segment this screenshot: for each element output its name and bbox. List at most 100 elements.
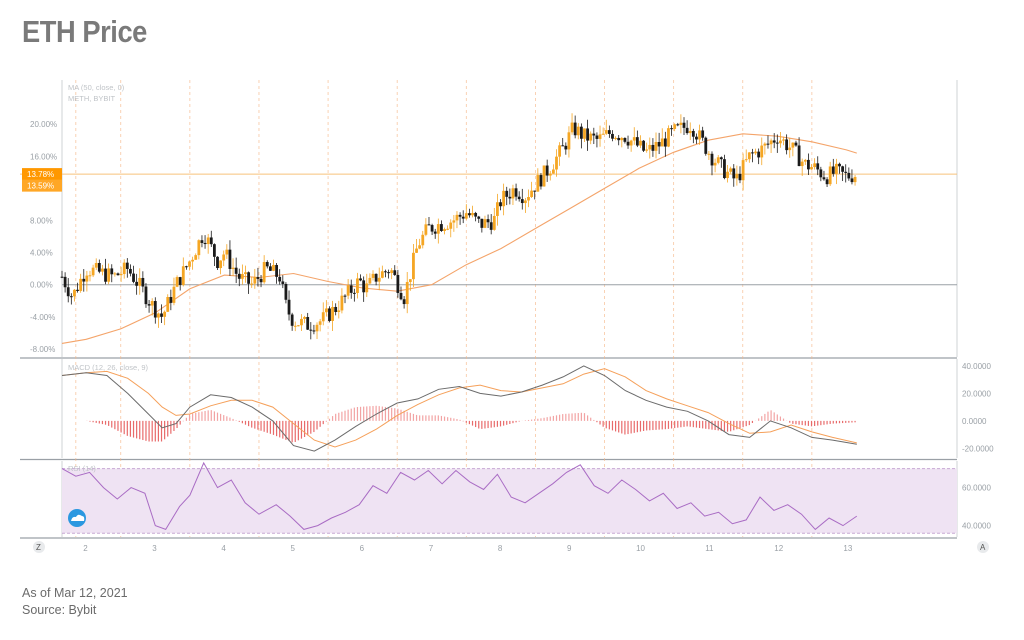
candle-body[interactable]: [408, 279, 412, 283]
candle-body[interactable]: [281, 281, 285, 284]
candle-body[interactable]: [129, 268, 132, 274]
candle-body[interactable]: [716, 157, 720, 163]
candle-body[interactable]: [841, 166, 845, 172]
candle-body[interactable]: [579, 126, 583, 139]
candle-body[interactable]: [744, 159, 748, 161]
candle-body[interactable]: [527, 196, 530, 201]
candle-body[interactable]: [772, 140, 776, 143]
candle-body[interactable]: [107, 268, 111, 282]
candle-body[interactable]: [589, 133, 593, 141]
candle-body[interactable]: [365, 283, 369, 293]
candle-body[interactable]: [150, 301, 154, 306]
candle-body[interactable]: [853, 176, 857, 183]
candle-body[interactable]: [838, 163, 841, 167]
candle-body[interactable]: [153, 301, 157, 318]
candle-body[interactable]: [412, 252, 415, 280]
candle-body[interactable]: [747, 152, 751, 160]
candle-body[interactable]: [256, 277, 260, 279]
candle-body[interactable]: [626, 141, 630, 146]
candle-body[interactable]: [663, 138, 667, 147]
candle-body[interactable]: [268, 266, 272, 271]
candle-body[interactable]: [418, 245, 422, 249]
candle-body[interactable]: [707, 153, 711, 155]
candle-body[interactable]: [374, 273, 378, 282]
candle-body[interactable]: [645, 149, 649, 151]
candle-body[interactable]: [144, 286, 148, 305]
candle-body[interactable]: [751, 152, 754, 154]
candle-body[interactable]: [704, 137, 708, 154]
candle-body[interactable]: [685, 127, 689, 134]
candle-body[interactable]: [228, 249, 232, 269]
candle-body[interactable]: [237, 273, 241, 279]
candle-body[interactable]: [583, 128, 586, 139]
candle-body[interactable]: [576, 126, 580, 136]
candle-body[interactable]: [172, 286, 176, 303]
candle-body[interactable]: [486, 219, 490, 223]
candle-body[interactable]: [455, 214, 459, 221]
candle-body[interactable]: [390, 270, 394, 274]
candle-body[interactable]: [346, 285, 350, 296]
candle-body[interactable]: [695, 136, 698, 140]
candle-body[interactable]: [741, 160, 745, 181]
candle-body[interactable]: [206, 237, 210, 245]
candle-body[interactable]: [688, 130, 692, 134]
candle-body[interactable]: [607, 130, 611, 134]
candle-body[interactable]: [60, 276, 64, 278]
candle-body[interactable]: [185, 266, 188, 268]
candle-body[interactable]: [551, 169, 555, 174]
candle-body[interactable]: [356, 278, 359, 293]
candle-body[interactable]: [443, 229, 446, 231]
candle-body[interactable]: [480, 218, 484, 228]
candle-body[interactable]: [474, 212, 478, 217]
eth-price-chart[interactable]: 20.00%16.00%12.00%8.00%4.00%0.00%-4.00%-…: [0, 0, 1024, 570]
candle-body[interactable]: [595, 135, 599, 139]
candle-body[interactable]: [188, 261, 191, 267]
candle-body[interactable]: [312, 330, 316, 332]
candle-body[interactable]: [548, 173, 552, 176]
candle-body[interactable]: [651, 144, 655, 151]
candle-body[interactable]: [499, 202, 502, 207]
candle-body[interactable]: [797, 145, 801, 167]
candle-body[interactable]: [175, 277, 179, 287]
candle-body[interactable]: [110, 268, 114, 275]
candle-body[interactable]: [738, 173, 742, 181]
candle-body[interactable]: [240, 274, 244, 279]
candle-body[interactable]: [623, 138, 627, 142]
candle-body[interactable]: [97, 263, 101, 272]
candle-body[interactable]: [517, 196, 521, 200]
candle-body[interactable]: [483, 219, 487, 228]
candle-body[interactable]: [430, 225, 434, 232]
auto-scale-button[interactable]: A: [977, 541, 989, 553]
candle-body[interactable]: [436, 224, 440, 234]
candle-body[interactable]: [163, 311, 167, 317]
candle-body[interactable]: [635, 137, 639, 146]
candle-body[interactable]: [296, 325, 300, 327]
candle-body[interactable]: [166, 297, 170, 312]
candle-body[interactable]: [119, 274, 123, 276]
candle-body[interactable]: [539, 175, 543, 187]
candle-body[interactable]: [828, 166, 832, 185]
candle-body[interactable]: [387, 272, 390, 274]
candle-body[interactable]: [639, 140, 642, 146]
candle-body[interactable]: [349, 285, 353, 293]
candle-body[interactable]: [604, 130, 608, 134]
candle-body[interactable]: [340, 295, 344, 311]
candle-body[interactable]: [415, 248, 418, 253]
candle-body[interactable]: [209, 237, 213, 245]
candle-body[interactable]: [82, 278, 86, 282]
candle-body[interactable]: [272, 264, 275, 271]
candle-body[interactable]: [138, 277, 142, 286]
candle-body[interactable]: [132, 273, 135, 282]
scroll-left-button[interactable]: Z: [33, 541, 45, 553]
candle-body[interactable]: [611, 133, 614, 139]
candle-body[interactable]: [464, 213, 468, 219]
candle-body[interactable]: [135, 281, 139, 286]
candle-body[interactable]: [458, 214, 462, 217]
candle-body[interactable]: [278, 276, 282, 282]
candle-body[interactable]: [377, 277, 381, 282]
candle-body[interactable]: [735, 173, 739, 179]
candle-body[interactable]: [632, 137, 636, 141]
candle-body[interactable]: [178, 277, 182, 285]
candle-body[interactable]: [194, 255, 198, 260]
candle-body[interactable]: [508, 196, 512, 199]
